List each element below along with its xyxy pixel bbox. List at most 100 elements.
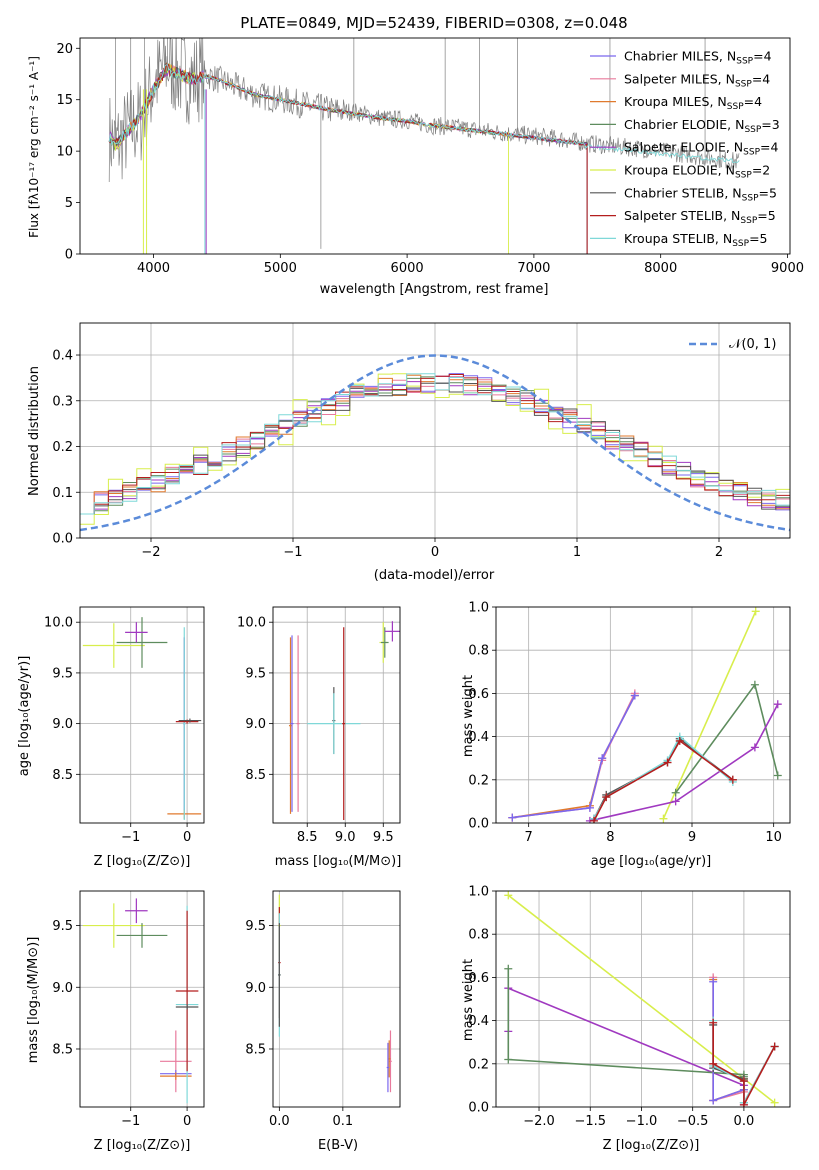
legend-label: Salpeter STELIB, NSSP=5 [624, 208, 776, 226]
weight-marker [709, 1096, 718, 1105]
weight-marker [671, 788, 680, 797]
histogram-group [80, 354, 790, 532]
gaussian-curve [80, 354, 790, 532]
residual-ytick-label: 0.2 [52, 440, 73, 455]
weight-z-series [504, 891, 779, 1107]
spectrum-frame [79, 37, 791, 255]
mass-z-frame [79, 890, 205, 1108]
weight-age-ytick-label: 1.0 [468, 601, 489, 616]
spectrum-xlabel: wavelength [Angstrom, rest frame] [320, 282, 549, 297]
weight-marker [739, 1100, 748, 1107]
weight-line [507, 894, 776, 1104]
legend-label: Chabrier MILES, NSSP=4 [624, 49, 772, 67]
spectrum-xtick-label: 6000 [391, 261, 424, 276]
spectrum-curves [108, 38, 740, 254]
weight-age-xtick-label: 8 [606, 830, 614, 845]
mass-ebv-xtick-label: 0.1 [333, 1114, 354, 1129]
weight-z-frame [495, 890, 791, 1108]
spectrum-ytick-label: 20 [56, 42, 73, 57]
weight-vs-z-plot: −2.0 −1.5 −1.0 −0.5 0.0 0.0 0.2 0.4 0.6 0.8 1.0 [468, 885, 791, 1129]
weight-vs-age-plot: 7 8 9 10 0.0 0.2 0.4 0.6 0.8 1.0 [468, 601, 791, 845]
weight-marker [709, 977, 718, 986]
mass-ebv-frame [272, 890, 401, 1108]
spectrum-ytick-label: 5 [65, 196, 73, 211]
weight-z-ytick-label: 1.0 [468, 885, 489, 900]
histogram-step [80, 373, 790, 525]
legend-label: Kroupa STELIB, NSSP=5 [624, 231, 768, 249]
weight-age-frame [495, 606, 791, 824]
legend-label: Salpeter ELODIE, NSSP=4 [624, 140, 779, 158]
weight-marker [773, 771, 782, 780]
mass-z-points [82, 898, 199, 1104]
weight-age-ytick-label: 0.6 [468, 687, 489, 702]
spectrum-xtick-label: 9000 [771, 261, 804, 276]
weight-marker [602, 793, 611, 802]
residual-ytick-label: 0.4 [52, 349, 73, 364]
weight-line [593, 739, 734, 822]
spectrum-xtick-label: 5000 [264, 261, 297, 276]
weight-marker [750, 743, 759, 752]
weight-marker [751, 607, 760, 616]
weight-z-xtick-label: −2.0 [523, 1114, 555, 1129]
spectrum-ytick-label: 0 [65, 248, 73, 263]
residual-xtick-label: 0 [431, 545, 439, 560]
mass-z-ytick-label: 9.0 [52, 981, 73, 996]
model-spectrum-line [108, 64, 740, 164]
age-vs-z-plot: −1 0 8.5 9.0 9.5 10.0 [44, 606, 205, 845]
weight-marker [709, 1059, 718, 1068]
age-mass-xlabel: mass [log₁₀(M/M⊙)] [275, 854, 402, 869]
mass-vs-z-plot: −1 0 8.5 9.0 9.5 [52, 890, 205, 1129]
mass-z-ytick-label: 8.5 [52, 1042, 73, 1057]
residual-legend: 𝒩(0, 1) [689, 337, 776, 352]
weight-age-ytick-label: 0.2 [468, 773, 489, 788]
mass-z-ytick-label: 9.5 [52, 919, 73, 934]
weight-z-ytick-label: 0.8 [468, 928, 489, 943]
weight-age-ylabel: mass weight [461, 675, 476, 757]
age-mass-points [288, 621, 400, 820]
spectrum-ytick-label: 10 [56, 145, 73, 160]
age-z-xtick-label: 0 [183, 830, 191, 845]
age-z-ytick-label: 8.5 [52, 768, 73, 783]
weight-line [593, 735, 734, 820]
age-z-points [82, 617, 202, 820]
age-mass-ytick-label: 8.5 [245, 768, 266, 783]
legend-label: Salpeter MILES, NSSP=4 [624, 71, 770, 89]
weight-age-xtick-label: 10 [765, 830, 782, 845]
weight-line [712, 979, 745, 1102]
age-z-ylabel: age [log₁₀(age/yr)] [17, 656, 32, 777]
weight-marker [504, 1055, 513, 1064]
weight-line [589, 703, 779, 822]
mass-z-xtick-label: 0 [183, 1114, 191, 1129]
weight-age-ytick-label: 0.8 [468, 644, 489, 659]
residual-ytick-label: 0.0 [52, 532, 73, 547]
age-mass-ytick-label: 10.0 [237, 616, 266, 631]
weight-age-ytick-label: 0.0 [468, 817, 489, 832]
residual-xtick-label: −2 [141, 545, 160, 560]
weight-line [507, 987, 745, 1105]
legend-label: Chabrier STELIB, NSSP=5 [624, 185, 777, 203]
spectrum-title: PLATE=0849, MJD=52439, FIBERID=0308, z=0… [240, 14, 627, 32]
age-mass-xtick-label: 8.5 [297, 830, 318, 845]
weight-marker [675, 736, 684, 745]
weight-line [712, 977, 745, 1102]
weight-age-xtick-label: 7 [525, 830, 533, 845]
residual-xlabel: (data-model)/error [374, 568, 495, 583]
weight-marker [508, 813, 517, 822]
mass-vs-ebv-plot: 0.0 0.1 8.5 9.0 9.5 [245, 890, 401, 1129]
weight-marker [739, 1077, 748, 1086]
weight-z-xtick-label: −1.0 [626, 1114, 658, 1129]
weight-z-xlabel: Z [log₁₀(Z/Z⊙)] [603, 1138, 700, 1153]
weight-marker [671, 797, 680, 806]
weight-age-ytick-label: 0.4 [468, 730, 489, 745]
weight-marker [728, 775, 737, 784]
age-z-ytick-label: 10.0 [44, 616, 73, 631]
age-z-frame [79, 606, 205, 824]
weight-z-ytick-label: 0.4 [468, 1014, 489, 1029]
spectrum-xtick-label: 4000 [137, 261, 170, 276]
residual-xtick-label: −1 [283, 545, 302, 560]
residual-frame [79, 322, 791, 539]
age-z-xlabel: Z [log₁₀(Z/Z⊙)] [94, 854, 191, 869]
age-z-ytick-label: 9.0 [52, 717, 73, 732]
weight-marker [504, 964, 513, 973]
